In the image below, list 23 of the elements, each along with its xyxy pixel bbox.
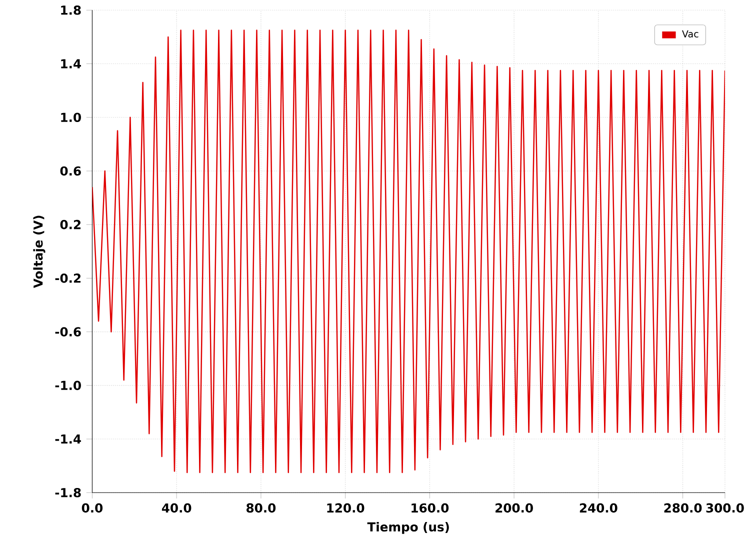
y-tick-label: 1.8 — [61, 5, 81, 15]
x-axis-title: Tiempo (us) — [367, 522, 449, 534]
y-tick-label: 0.2 — [60, 220, 80, 230]
x-tick-label: 240.0 — [580, 503, 618, 513]
legend-label: Vac — [682, 30, 698, 38]
y-axis-title: Voltaje (V) — [33, 216, 46, 288]
y-tick-label: -0.6 — [55, 327, 81, 336]
y-tick-label: 1.0 — [61, 112, 81, 122]
y-tick-label: -1.0 — [55, 380, 81, 390]
x-tick-label: 300.0 — [706, 503, 744, 513]
x-tick-label: 0.0 — [82, 503, 103, 513]
x-tick-label: 120.0 — [327, 503, 364, 513]
x-tick-label: 200.0 — [496, 503, 533, 513]
x-tick-label: 280.0 — [664, 503, 702, 513]
x-tick-label: 40.0 — [162, 503, 192, 513]
y-tick-label: -0.2 — [55, 273, 80, 283]
y-tick-label: -1.4 — [55, 434, 81, 444]
line-series — [92, 30, 725, 474]
y-tick-label: 1.4 — [61, 59, 81, 68]
x-tick-label: 160.0 — [412, 503, 449, 513]
y-tick-label: 0.6 — [60, 166, 81, 176]
y-tick-label: -1.8 — [55, 488, 81, 498]
x-tick-label: 80.0 — [246, 503, 276, 513]
